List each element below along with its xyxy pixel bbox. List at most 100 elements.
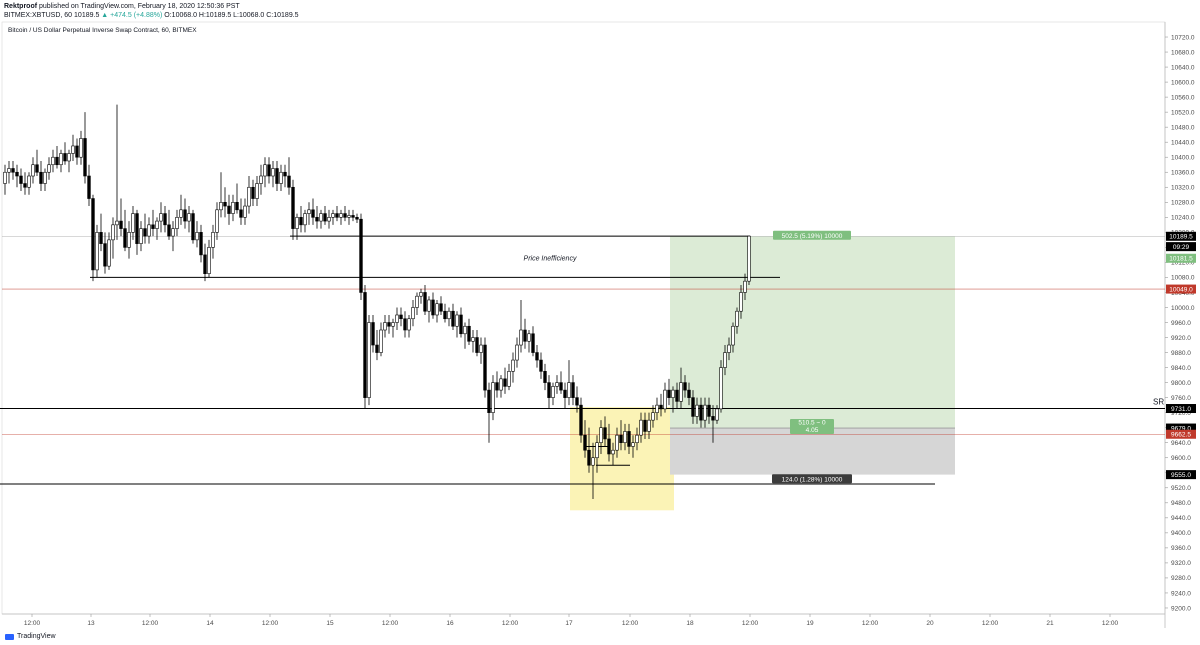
x-tick-label: 13 — [87, 620, 95, 627]
candle-body — [95, 232, 99, 271]
entry-label-1: 510.5 ~ 0 — [798, 420, 826, 427]
candle-body — [331, 213, 335, 218]
x-tick-label: 17 — [565, 620, 573, 627]
candle-body — [607, 438, 611, 455]
candle-body — [687, 389, 691, 398]
y-tick-label: 10440.0 — [1171, 140, 1195, 147]
candle-body — [171, 228, 175, 237]
candle-body — [567, 382, 571, 398]
candle-body — [211, 232, 215, 248]
price-tag-label: 9662.5 — [1171, 432, 1191, 439]
candle-body — [551, 386, 555, 398]
y-tick-label: 9200.0 — [1171, 605, 1191, 612]
candle-body — [599, 427, 603, 443]
candle-body — [571, 382, 575, 398]
candle-body — [603, 427, 607, 440]
symbol-label: BITMEX:XBTUSD, 60 — [4, 12, 73, 19]
candle-body — [19, 175, 23, 184]
candle-body — [119, 220, 123, 229]
x-tick-label: 12:00 — [382, 620, 399, 627]
candle-body — [251, 186, 255, 199]
candle-body — [79, 138, 83, 158]
x-tick-label: 12:00 — [622, 620, 639, 627]
candle-body — [683, 382, 687, 391]
candle-body — [159, 213, 163, 222]
publisher-name[interactable]: Rektproof — [4, 3, 38, 10]
candle-body — [595, 442, 599, 459]
candle-body — [363, 292, 367, 398]
price-tag — [1166, 429, 1196, 439]
candle-body — [659, 404, 663, 410]
candle-body — [315, 217, 319, 222]
candle-body — [7, 168, 11, 173]
y-tick-label: 9360.0 — [1171, 545, 1191, 552]
candle-body — [679, 382, 683, 402]
x-tick-label: 12:00 — [502, 620, 519, 627]
candle-body — [519, 329, 523, 346]
candle-body — [367, 322, 371, 398]
candle-body — [639, 419, 643, 436]
candle-body — [395, 314, 399, 323]
candle-body — [719, 367, 723, 410]
candle-body — [563, 389, 567, 398]
candle-body — [583, 434, 587, 451]
chart-header: Rektproof published on TradingView.com, … — [4, 2, 299, 20]
candle-body — [591, 457, 595, 466]
candle-body — [695, 404, 699, 417]
x-tick-label: 12:00 — [142, 620, 159, 627]
price-tag-label: 9679.0 — [1171, 425, 1191, 432]
x-tick-label: 12:00 — [1102, 620, 1119, 627]
candle-body — [635, 434, 639, 443]
candle-body — [495, 382, 499, 391]
tradingview-footer[interactable]: TradingView — [5, 633, 56, 640]
stop-label-box — [772, 474, 852, 484]
ohlc-line: BITMEX:XBTUSD, 60 10189.5 ▲ +474.5 (+4.8… — [4, 11, 299, 20]
candle-body — [47, 164, 51, 173]
stop-zone — [670, 428, 955, 475]
candle-body — [59, 153, 63, 166]
price-tag-label: 9731.0 — [1171, 406, 1191, 413]
candle-body — [359, 218, 363, 293]
candle-body — [243, 205, 247, 218]
candle-body — [299, 217, 303, 226]
y-tick-label: 9920.0 — [1171, 335, 1191, 342]
candle-body — [283, 171, 287, 177]
candle-body — [327, 217, 331, 222]
target-zone — [670, 236, 955, 429]
y-tick-label: 10520.0 — [1171, 109, 1195, 116]
entry-label-box — [790, 419, 834, 435]
y-tick-label: 10680.0 — [1171, 49, 1195, 56]
candle-body — [267, 164, 271, 177]
price-tag-label: 10181.5 — [1169, 256, 1193, 263]
y-tick-label: 10080.0 — [1171, 275, 1195, 282]
candle-body — [219, 202, 223, 211]
candle-body — [403, 318, 407, 331]
candle-body — [575, 397, 579, 406]
candle-body — [727, 344, 731, 353]
target-label: 502.5 (5.19%) 10000 — [782, 233, 843, 240]
candle-body — [39, 171, 43, 184]
x-tick-label: 12:00 — [742, 620, 759, 627]
candle-body — [111, 224, 115, 241]
y-tick-label: 9880.0 — [1171, 350, 1191, 357]
y-tick-label: 9280.0 — [1171, 575, 1191, 582]
candle-body — [743, 280, 747, 293]
x-tick-label: 21 — [1046, 620, 1054, 627]
candle-body — [579, 404, 583, 436]
y-tick-label: 9640.0 — [1171, 440, 1191, 447]
price-inefficiency-label: Price Inefficiency — [524, 256, 577, 263]
price-tag — [1166, 242, 1196, 252]
price-tag-label: 10049.0 — [1169, 286, 1193, 293]
candle-body — [655, 404, 659, 413]
candle-body — [627, 431, 631, 447]
candle-body — [35, 164, 39, 173]
y-tick-label: 10120.0 — [1171, 260, 1195, 267]
candle-body — [3, 171, 7, 184]
candle-body — [611, 449, 615, 455]
candle-body — [647, 419, 651, 432]
candle-body — [163, 213, 167, 226]
candle-body — [435, 303, 439, 316]
candle-body — [215, 209, 219, 233]
candle-body — [675, 389, 679, 402]
